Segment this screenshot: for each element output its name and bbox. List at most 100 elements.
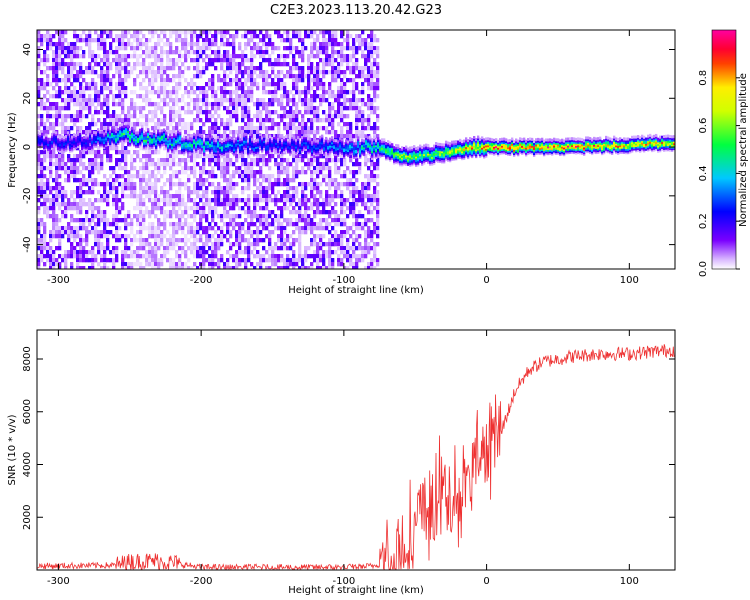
heatmap-ridge-cell xyxy=(143,147,146,151)
heatmap-cell xyxy=(286,222,290,227)
heatmap-cell xyxy=(133,186,137,191)
heatmap-cell xyxy=(316,54,320,59)
heatmap-cell xyxy=(136,34,140,39)
heatmap-cell xyxy=(136,58,140,63)
heatmap-cell xyxy=(151,262,155,267)
heatmap-cell xyxy=(310,34,314,39)
heatmap-ridge-cell xyxy=(83,139,86,143)
heatmap-ridge-cell xyxy=(89,136,92,140)
heatmap-cell xyxy=(115,222,119,227)
heatmap-cell xyxy=(205,242,209,247)
heatmap-cell xyxy=(112,126,116,131)
heatmap-cell xyxy=(112,94,116,99)
heatmap-cell xyxy=(97,218,101,223)
heatmap-cell xyxy=(217,226,221,231)
heatmap-cell xyxy=(103,246,107,251)
heatmap-cell xyxy=(61,114,65,119)
heatmap-cell xyxy=(118,102,122,107)
heatmap-cell xyxy=(289,134,293,139)
heatmap-cell xyxy=(346,254,350,259)
heatmap-cell xyxy=(370,202,374,207)
heatmap-ridge-cell xyxy=(107,136,110,140)
heatmap-cell xyxy=(346,238,350,243)
heatmap-cell xyxy=(82,226,86,231)
heatmap-cell xyxy=(67,154,71,159)
heatmap-cell xyxy=(46,90,50,95)
heatmap-cell xyxy=(196,266,200,269)
heatmap-cell xyxy=(43,82,47,87)
heatmap-cell xyxy=(358,42,362,47)
heatmap-cell xyxy=(136,214,140,219)
heatmap-cell xyxy=(319,234,323,239)
heatmap-cell xyxy=(229,98,233,103)
heatmap-ridge-cell xyxy=(79,143,82,147)
heatmap-cell xyxy=(244,202,248,207)
heatmap-cell xyxy=(334,170,338,175)
heatmap-cell xyxy=(112,214,116,219)
heatmap-cell xyxy=(151,190,155,195)
heatmap-cell xyxy=(283,62,287,67)
heatmap-cell xyxy=(313,78,317,83)
heatmap-cell xyxy=(349,130,353,135)
heatmap-cell xyxy=(307,62,311,67)
heatmap-cell xyxy=(115,50,119,55)
heatmap-cell xyxy=(217,114,221,119)
heatmap-cell xyxy=(79,94,83,99)
heatmap-cell xyxy=(43,238,47,243)
heatmap-cell xyxy=(97,110,101,115)
heatmap-cell xyxy=(373,58,377,63)
heatmap-cell xyxy=(139,38,143,43)
heatmap-cell xyxy=(265,78,269,83)
heatmap-cell xyxy=(175,38,179,43)
heatmap-cell xyxy=(256,202,260,207)
heatmap-cell xyxy=(307,166,311,171)
heatmap-cell xyxy=(214,222,218,227)
heatmap-cell xyxy=(223,158,227,163)
heatmap-cell xyxy=(46,74,50,79)
heatmap-cell xyxy=(43,198,47,203)
heatmap-cell xyxy=(76,118,80,123)
heatmap-cell xyxy=(262,190,266,195)
heatmap-cell xyxy=(49,262,53,267)
heatmap-cell xyxy=(100,258,104,263)
heatmap-cell xyxy=(361,30,365,35)
heatmap-cell xyxy=(376,54,380,59)
heatmap-cell xyxy=(100,46,104,51)
heatmap-cell xyxy=(322,82,326,87)
heatmap-cell xyxy=(166,62,170,67)
heatmap-cell xyxy=(43,70,47,75)
heatmap-cell xyxy=(319,238,323,243)
heatmap-cell xyxy=(364,218,368,223)
heatmap-cell xyxy=(337,194,341,199)
heatmap-cell xyxy=(325,250,329,255)
heatmap-ridge-cell xyxy=(121,123,124,127)
heatmap-ridge-cell xyxy=(117,139,120,143)
heatmap-cell xyxy=(313,170,317,175)
heatmap-cell xyxy=(187,266,191,269)
heatmap-ridge-cell xyxy=(85,146,88,150)
heatmap-ridge-cell xyxy=(163,138,166,142)
heatmap-cell xyxy=(304,186,308,191)
heatmap-cell xyxy=(142,190,146,195)
heatmap-cell xyxy=(154,62,158,67)
heatmap-cell xyxy=(139,226,143,231)
heatmap-ridge-cell xyxy=(129,129,132,133)
heatmap-ridge-cell xyxy=(49,139,52,143)
heatmap-cell xyxy=(286,198,290,203)
heatmap-cell xyxy=(40,174,44,179)
heatmap-cell xyxy=(283,46,287,51)
heatmap-cell xyxy=(220,166,224,171)
heatmap-cell xyxy=(226,54,230,59)
heatmap-cell xyxy=(229,198,233,203)
heatmap-cell xyxy=(274,194,278,199)
heatmap-cell xyxy=(289,74,293,79)
heatmap-cell xyxy=(370,70,374,75)
heatmap-cell xyxy=(283,266,287,269)
heatmap-cell xyxy=(235,86,239,91)
heatmap-cell xyxy=(181,194,185,199)
heatmap-cell xyxy=(61,150,65,155)
heatmap-cell xyxy=(115,194,119,199)
heatmap-cell xyxy=(373,126,377,131)
heatmap-cell xyxy=(217,162,221,167)
heatmap-cell xyxy=(268,258,272,263)
